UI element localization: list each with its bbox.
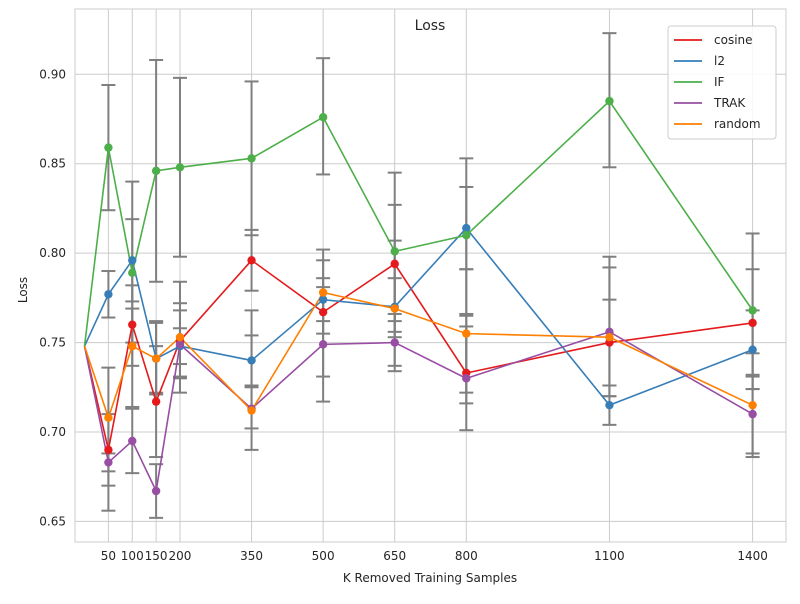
data-point-l2 xyxy=(605,400,614,410)
data-point-cosine xyxy=(318,307,328,317)
data-point-if xyxy=(605,96,614,106)
x-tick-label: 650 xyxy=(383,549,406,563)
plot-frame xyxy=(74,8,787,543)
axes-layer: 50 100 150 200 350 500 650 800 1100 1400 0.65 0.70 0… xyxy=(39,8,787,563)
data-point-trak xyxy=(390,338,399,347)
y-tick-label: 0.70 xyxy=(39,425,66,439)
data-point-random xyxy=(462,329,471,338)
data-point-if xyxy=(175,163,185,172)
y-tick-label: 0.75 xyxy=(39,336,66,350)
x-tick-label: 1400 xyxy=(737,549,768,563)
data-point-random xyxy=(175,333,185,342)
chart-title: Loss xyxy=(415,18,446,34)
data-point-random xyxy=(605,333,614,342)
data-point-trak xyxy=(104,458,113,467)
data-point-trak xyxy=(748,409,757,419)
y-tick-label: 0.80 xyxy=(39,246,66,260)
legend-label-cosine: cosine xyxy=(714,33,753,47)
x-tick-label: 800 xyxy=(455,549,478,563)
x-tick-label: 1100 xyxy=(594,549,625,563)
data-point-random xyxy=(151,354,161,363)
data-point-cosine xyxy=(247,256,256,265)
x-tick-label: 500 xyxy=(312,549,335,563)
data-point-if xyxy=(318,113,328,122)
data-point-if xyxy=(151,166,161,176)
x-tick-label: 150 xyxy=(145,549,168,563)
data-point-if xyxy=(104,143,113,152)
data-point-random xyxy=(390,304,399,313)
x-axis-label: K Removed Training Samples xyxy=(343,571,517,585)
data-point-random xyxy=(104,413,113,422)
data-point-trak xyxy=(175,340,185,349)
y-tick-label: 0.65 xyxy=(39,514,66,528)
data-point-if xyxy=(128,268,137,278)
data-point-cosine xyxy=(151,397,161,406)
y-axis-label: Loss xyxy=(16,277,30,303)
data-point-cosine xyxy=(748,318,757,328)
data-point-cosine xyxy=(390,259,399,269)
data-point-trak xyxy=(151,486,161,496)
x-tick-label: 100 xyxy=(121,549,144,563)
x-tick-label: 200 xyxy=(169,549,192,563)
y-tick-label: 0.90 xyxy=(39,67,66,81)
data-point-l2 xyxy=(104,290,113,299)
legend-label-if: IF xyxy=(714,75,725,89)
x-tick-label: 50 xyxy=(101,549,116,563)
x-tick-label: 350 xyxy=(240,549,263,563)
data-point-random xyxy=(318,288,328,297)
data-point-if xyxy=(748,306,757,315)
data-point-trak xyxy=(128,436,137,446)
data-point-l2 xyxy=(318,295,328,304)
data-point-l2 xyxy=(128,256,137,265)
legend: cosine l2 IF TRAK random xyxy=(667,25,777,140)
legend-label-l2: l2 xyxy=(714,54,725,68)
data-point-random xyxy=(247,406,256,415)
data-point-l2 xyxy=(247,356,256,365)
data-point-if xyxy=(462,231,471,240)
data-point-cosine xyxy=(104,445,113,455)
data-point-trak xyxy=(318,340,328,349)
data-point-l2 xyxy=(462,223,471,233)
data-point-random xyxy=(748,400,757,410)
legend-box xyxy=(667,25,777,140)
legend-label-random: random xyxy=(714,117,761,131)
data-point-if xyxy=(390,247,399,256)
data-point-l2 xyxy=(748,345,757,354)
y-tick-label: 0.85 xyxy=(39,157,66,171)
data-point-random xyxy=(128,341,137,351)
data-point-if xyxy=(247,154,256,163)
data-point-trak xyxy=(462,374,471,383)
legend-label-trak: TRAK xyxy=(713,96,746,110)
data-point-cosine xyxy=(128,320,137,329)
series-layer xyxy=(83,96,757,496)
